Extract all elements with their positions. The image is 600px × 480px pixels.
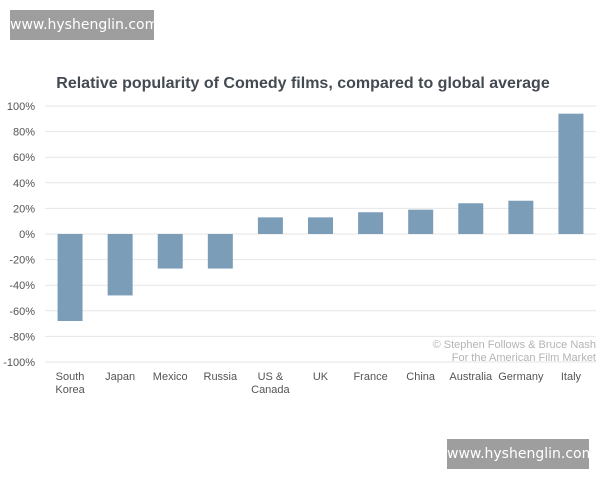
y-tick-label: 60% [13, 152, 35, 164]
x-tick-label: Germany [498, 371, 544, 383]
bar [57, 234, 83, 322]
x-tick-label: Russia [204, 371, 239, 383]
y-tick-label: 40% [13, 178, 35, 190]
y-tick-label: 80% [13, 127, 35, 139]
y-tick-label: -60% [9, 306, 35, 318]
credit-line-1: © Stephen Follows & Bruce Nash [433, 339, 596, 351]
x-tick-label: Mexico [153, 371, 188, 383]
y-tick-label: -40% [9, 280, 35, 292]
credit-line-2: For the American Film Market [452, 352, 596, 364]
bar [508, 200, 534, 234]
x-tick-label: Japan [105, 371, 135, 383]
watermark-bottom: www.hyshenglin.com [447, 439, 595, 469]
x-tick-label: Italy [561, 371, 582, 383]
y-tick-label: -100% [3, 357, 35, 369]
x-tick-label: US & Canada [251, 371, 290, 396]
watermark-top: www.hyshenglin.com [10, 10, 158, 40]
x-tick-label: China [406, 371, 436, 383]
bars [57, 113, 584, 322]
x-tick-label: UK [313, 371, 329, 383]
bar [308, 217, 333, 234]
bar [157, 234, 183, 269]
chart-title: Relative popularity of Comedy films, com… [56, 75, 550, 92]
x-tick-label: Australia [449, 371, 493, 383]
y-axis: 100% 80% 60% 40% 20% 0% -20% -40% -60% -80% -100% [3, 101, 35, 369]
bar [558, 113, 584, 234]
y-tick-label: -80% [9, 331, 35, 343]
bar [358, 212, 384, 234]
y-tick-label: 100% [7, 101, 35, 113]
y-tick-label: -20% [9, 255, 35, 267]
bar [257, 217, 283, 234]
bar [107, 234, 133, 296]
x-axis: South Korea Japan Mexico Russia US & Canada UK F… [55, 371, 581, 396]
bar [458, 203, 484, 234]
x-tick-label: France [353, 371, 387, 383]
bar [207, 234, 233, 269]
y-tick-label: 0% [19, 229, 35, 241]
y-tick-label: 20% [13, 203, 35, 215]
bar [408, 209, 434, 234]
x-tick-label: South Korea [55, 371, 85, 396]
